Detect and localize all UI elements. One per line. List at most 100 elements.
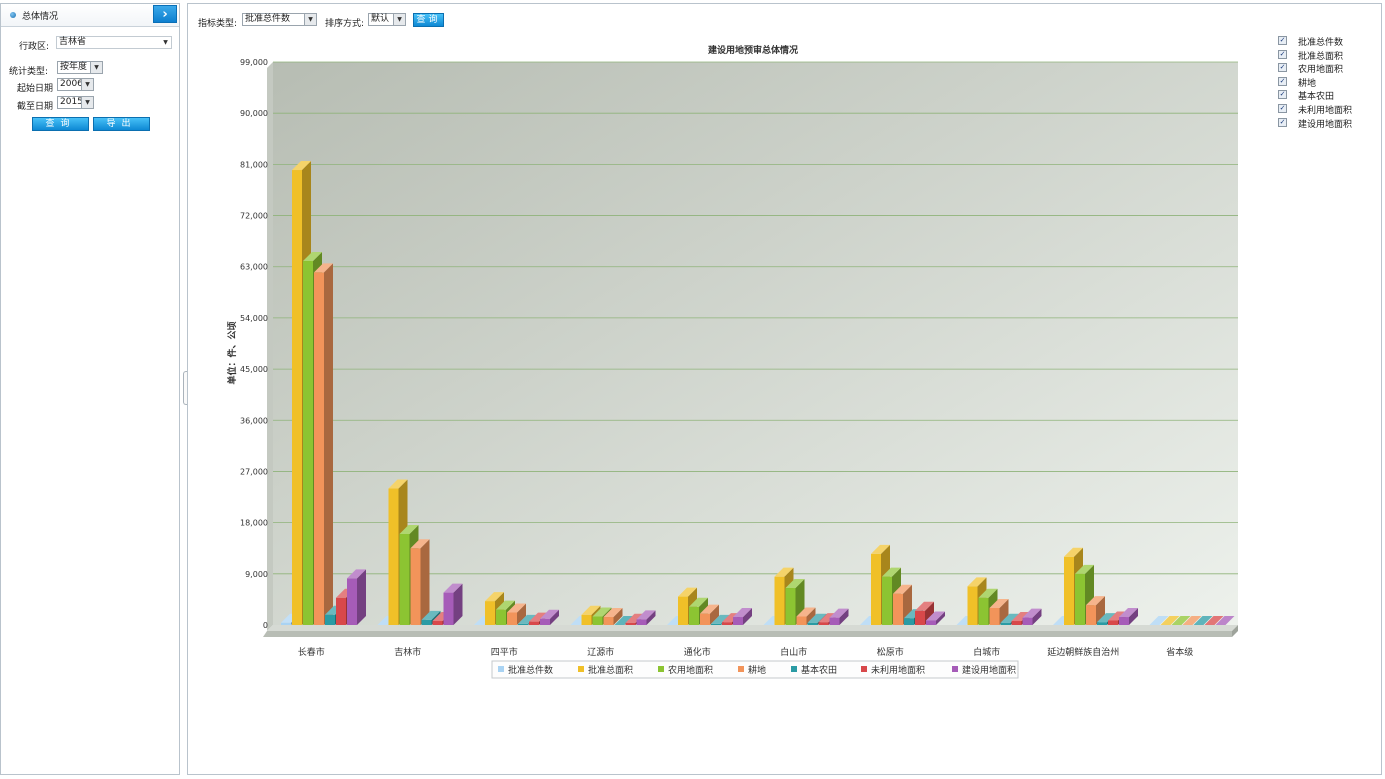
legend-label: 基本农田 bbox=[801, 664, 837, 676]
end-date-select[interactable]: 2015 ▼ bbox=[57, 96, 94, 109]
series-toggle-label: 农用地面积 bbox=[1298, 65, 1344, 76]
bar bbox=[614, 616, 634, 625]
series-toggle-label: 基本农田 bbox=[1298, 92, 1335, 103]
chart-floor bbox=[267, 625, 1238, 631]
region-value: 吉林省 bbox=[59, 37, 87, 47]
y-tick-label: 99,000 bbox=[240, 58, 268, 67]
checkbox-icon[interactable]: ✓ bbox=[1278, 117, 1287, 127]
series-toggle-label: 批准总件数 bbox=[1298, 38, 1344, 48]
end-date-label: 截至日期 bbox=[17, 102, 54, 112]
bar bbox=[603, 608, 623, 625]
legend-swatch bbox=[498, 666, 504, 672]
legend-label: 批准总件数 bbox=[508, 664, 553, 676]
indicator-select[interactable]: 批准总件数 ▼ bbox=[242, 13, 317, 26]
y-tick-label: 45,000 bbox=[240, 365, 268, 374]
y-tick-label: 90,000 bbox=[240, 109, 268, 118]
y-tick-label: 54,000 bbox=[240, 314, 268, 323]
chart-floor-corner bbox=[1232, 625, 1238, 637]
legend-item[interactable]: 建设用地面积 bbox=[952, 664, 1016, 676]
chart-floor-edge bbox=[263, 631, 1232, 637]
query-button[interactable]: 查询 bbox=[32, 117, 89, 131]
indicator-value: 批准总件数 bbox=[245, 14, 291, 24]
x-tick-label: 省本级 bbox=[1166, 646, 1193, 658]
legend-item[interactable]: 未利用地面积 bbox=[861, 664, 925, 676]
chevron-down-icon: ▼ bbox=[90, 62, 102, 73]
checkbox-icon[interactable]: ✓ bbox=[1278, 104, 1287, 113]
y-tick-label: 27,000 bbox=[240, 467, 268, 476]
collapse-button[interactable]: › bbox=[153, 5, 177, 23]
legend-item[interactable]: 基本农田 bbox=[791, 664, 837, 676]
legend-swatch bbox=[578, 666, 584, 672]
checkbox-icon[interactable]: ✓ bbox=[1278, 49, 1287, 59]
checkbox-icon[interactable]: ✓ bbox=[1278, 36, 1287, 45]
panel-header: 总体情况 › bbox=[1, 4, 179, 27]
bar bbox=[1119, 608, 1138, 625]
chart-legend-box bbox=[491, 660, 1019, 679]
legend-swatch bbox=[738, 666, 744, 672]
bar bbox=[796, 607, 816, 625]
x-tick-label: 通化市 bbox=[684, 646, 711, 658]
y-axis-label: 单位：件、公顷 bbox=[226, 321, 238, 384]
bar bbox=[314, 263, 333, 625]
legend-item[interactable]: 耕地 bbox=[738, 664, 766, 676]
toolbar-query-button[interactable]: 查询 bbox=[413, 13, 444, 27]
query-panel: 总体情况 › 行政区: 吉林省 ▼ 统计类型: 按年度 ▼ 起始日期 2006 … bbox=[0, 3, 180, 775]
checkbox-icon[interactable]: ✓ bbox=[1278, 76, 1287, 86]
x-tick-label: 延边朝鲜族自治州 bbox=[1047, 646, 1119, 658]
start-date-label: 起始日期 bbox=[17, 84, 54, 94]
bar bbox=[989, 598, 1009, 625]
y-tick-label: 72,000 bbox=[240, 212, 268, 221]
legend-item[interactable]: 批准总件数 bbox=[498, 664, 553, 676]
legend-swatch bbox=[952, 666, 958, 672]
x-tick-label: 吉林市 bbox=[394, 646, 421, 658]
chart-back-wall bbox=[273, 62, 1238, 625]
panel-title: 总体情况 bbox=[22, 12, 59, 22]
checkbox-icon[interactable]: ✓ bbox=[1278, 63, 1287, 73]
legend-item[interactable]: 农用地面积 bbox=[658, 664, 713, 676]
stat-type-value: 按年度 bbox=[60, 62, 88, 72]
bar bbox=[915, 601, 934, 625]
bar bbox=[1160, 616, 1180, 625]
region-select[interactable]: 吉林省 ▼ bbox=[56, 36, 172, 49]
chevron-right-icon: › bbox=[162, 7, 168, 22]
y-tick-label: 81,000 bbox=[240, 160, 268, 169]
legend-swatch bbox=[658, 666, 664, 672]
export-button[interactable]: 导出 bbox=[93, 117, 150, 131]
bar bbox=[700, 604, 719, 625]
bar bbox=[347, 569, 366, 625]
chevron-down-icon: ▼ bbox=[304, 14, 316, 25]
sort-value: 默认 bbox=[371, 14, 390, 24]
y-tick-label: 36,000 bbox=[240, 416, 268, 425]
x-tick-label: 辽源市 bbox=[587, 646, 614, 658]
bar bbox=[507, 603, 526, 625]
legend-item[interactable]: 批准总面积 bbox=[578, 664, 633, 676]
y-tick-label: 63,000 bbox=[240, 263, 268, 272]
chart-side-wall bbox=[267, 62, 273, 631]
legend-label: 农用地面积 bbox=[668, 664, 713, 676]
legend-swatch bbox=[791, 666, 797, 672]
bar bbox=[733, 608, 752, 625]
x-tick-label: 长春市 bbox=[298, 646, 325, 658]
checkbox-icon[interactable]: ✓ bbox=[1278, 90, 1287, 100]
bar bbox=[829, 608, 849, 625]
legend-swatch bbox=[861, 666, 867, 672]
y-tick-label: 18,000 bbox=[240, 519, 268, 528]
sort-select[interactable]: 默认 ▼ bbox=[368, 13, 406, 26]
stat-type-select[interactable]: 按年度 ▼ bbox=[57, 61, 103, 74]
series-toggle-label: 建设用地面积 bbox=[1298, 119, 1353, 130]
chevron-down-icon: ▼ bbox=[81, 97, 93, 108]
legend-label: 未利用地面积 bbox=[871, 664, 925, 676]
bar bbox=[636, 610, 656, 625]
start-date-value: 2006 bbox=[60, 79, 83, 89]
series-toggle-label: 耕地 bbox=[1298, 78, 1317, 89]
chevron-down-icon: ▼ bbox=[81, 79, 93, 90]
chart-title: 建设用地预审总体情况 bbox=[708, 44, 798, 56]
region-label: 行政区: bbox=[19, 42, 50, 52]
bar bbox=[443, 583, 463, 625]
start-date-select[interactable]: 2006 ▼ bbox=[57, 78, 94, 91]
bar bbox=[1171, 616, 1191, 625]
bar bbox=[540, 609, 559, 625]
indicator-label: 指标类型: bbox=[198, 19, 238, 29]
bar bbox=[1182, 616, 1202, 625]
